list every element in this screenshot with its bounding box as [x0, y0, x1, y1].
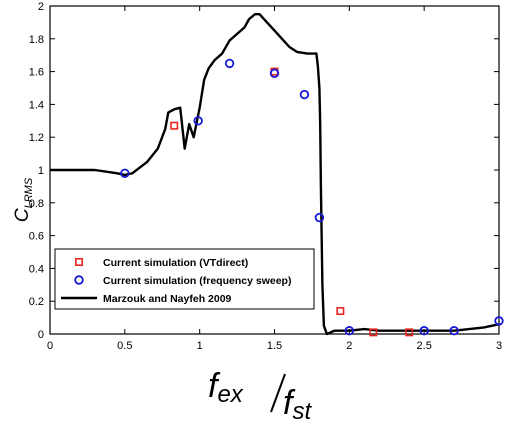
legend-label: Current simulation (frequency sweep)	[103, 275, 291, 287]
y-axis-label-sub: LRMS	[23, 177, 35, 208]
legend-box	[54, 248, 315, 310]
x-tick-label: 2	[346, 340, 352, 352]
frequency-sweep-point	[193, 116, 203, 126]
legend-items: Current simulation (VTdirect) Current sim…	[61, 257, 291, 305]
frequency-sweep-point	[494, 316, 504, 326]
frequency-sweep-point	[120, 168, 130, 178]
x-tick-label: 0.5	[117, 340, 132, 352]
y-tick-label: 1.4	[29, 99, 44, 111]
x-tick-label: 3	[496, 340, 502, 352]
x-axis-label-slash	[270, 373, 286, 413]
series-line-marzouk-nayfeh	[50, 12, 500, 336]
tick-labels: 0 0.5 1 1.5 2 2.5 3 0 0.2 0.4 0.6 0.8 1 1.2 1.4 1.6 1.8 2	[29, 1, 502, 352]
legend-marker-square	[75, 257, 84, 266]
x-tick-label: 1.5	[267, 340, 282, 352]
x-axis-label: fex fst	[208, 367, 312, 425]
y-tick-label: 1.2	[29, 132, 44, 144]
ticks	[49, 5, 500, 335]
frequency-sweep-point	[299, 89, 310, 100]
vtdirect-point	[170, 121, 179, 130]
y-tick-label: 0.4	[29, 263, 44, 275]
legend: Current simulation (VTdirect) Current sim…	[54, 248, 315, 310]
x-axis-label-num-sub: ex	[217, 381, 243, 408]
x-tick-label: 2.5	[417, 340, 432, 352]
y-tick-label: 1	[38, 165, 44, 177]
x-axis-label-den-sub: st	[292, 398, 312, 425]
series-layer	[50, 12, 504, 337]
frequency-sweep-point	[449, 326, 459, 336]
legend-label: Marzouk and Nayfeh 2009	[103, 293, 232, 305]
y-tick-label: 0.2	[29, 296, 44, 308]
y-axis-label: CLRMS	[12, 177, 35, 222]
legend-marker-circle	[74, 275, 84, 285]
frequency-sweep-point	[314, 212, 325, 223]
y-tick-label: 0	[38, 329, 44, 341]
y-tick-label: 0.8	[29, 198, 44, 210]
y-tick-label: 1.6	[29, 67, 44, 79]
vtdirect-point	[336, 307, 345, 316]
frequency-sweep-point	[269, 68, 280, 78]
x-tick-label: 0	[47, 340, 53, 352]
y-tick-label: 1.8	[29, 34, 44, 46]
frequency-sweep-point	[224, 58, 235, 69]
frequency-sweep-point	[419, 326, 429, 336]
y-tick-label: 2	[38, 1, 44, 13]
x-axis-label-den: fst	[283, 384, 312, 425]
frequency-sweep-point	[344, 326, 355, 336]
x-tick-label: 1	[197, 340, 203, 352]
y-tick-label: 0.6	[29, 231, 44, 243]
y-axis-label-main: C	[12, 208, 33, 222]
vtdirect-point	[369, 328, 378, 337]
vtdirect-point	[405, 328, 414, 337]
legend-label: Current simulation (VTdirect)	[103, 257, 248, 269]
x-axis-label-num: fex	[208, 367, 244, 408]
